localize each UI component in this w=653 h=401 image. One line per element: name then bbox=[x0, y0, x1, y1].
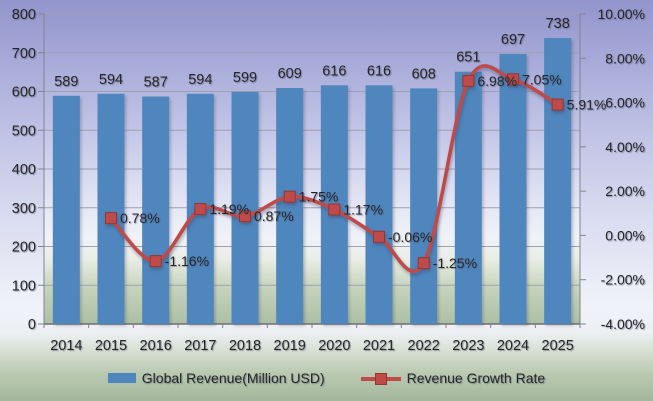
line-marker-2021 bbox=[373, 230, 385, 243]
bars-group bbox=[52, 38, 572, 325]
x-axis-category-label: 2023 bbox=[452, 338, 484, 354]
left-axis-tick-label: 300 bbox=[12, 201, 36, 217]
line-marker-2016 bbox=[149, 255, 162, 268]
bar-2024 bbox=[499, 53, 527, 324]
bar-value-label-2020: 616 bbox=[322, 63, 346, 79]
left-axis-tick-label: 800 bbox=[12, 7, 36, 23]
line-marker-2018 bbox=[239, 210, 251, 223]
legend: Global Revenue(Million USD) Revenue Grow… bbox=[0, 364, 653, 392]
line-marker-2015 bbox=[105, 212, 117, 225]
right-axis-tick-label: -4.00% bbox=[601, 316, 645, 332]
bar-2018 bbox=[231, 91, 259, 324]
bar-value-label-2025: 738 bbox=[546, 16, 570, 32]
x-axis-category-label: 2016 bbox=[140, 338, 172, 354]
bar-2014 bbox=[52, 95, 80, 324]
growth-rate-line bbox=[109, 64, 560, 273]
right-axis-tick-label: 0.00% bbox=[605, 227, 645, 243]
line-value-label-2023: 6.98% bbox=[477, 73, 517, 89]
x-axis-category-label: 2025 bbox=[542, 338, 574, 354]
legend-label-growth-rate: Revenue Growth Rate bbox=[406, 370, 546, 386]
line-marker-2019 bbox=[283, 190, 296, 203]
line-value-label-2021: -0.06% bbox=[388, 229, 432, 245]
bar-value-label-2016: 587 bbox=[144, 75, 168, 91]
legend-item-growth-rate: Revenue Growth Rate bbox=[360, 370, 546, 386]
line-value-label-2024: 7.05% bbox=[522, 71, 562, 87]
left-axis-tick-label: 600 bbox=[12, 85, 36, 101]
right-axis-tick-label: -2.00% bbox=[601, 272, 645, 288]
x-axis-category-label: 2019 bbox=[274, 338, 306, 354]
bar-2015 bbox=[97, 93, 125, 324]
line-marker-2024 bbox=[507, 73, 519, 86]
right-axis-tick-label: 8.00% bbox=[605, 50, 645, 66]
bar-2022 bbox=[410, 88, 438, 325]
line-marker-2022 bbox=[417, 257, 430, 270]
line-marker-2023 bbox=[462, 74, 475, 87]
bar-2016 bbox=[142, 96, 170, 324]
left-axis-tick-label: 200 bbox=[12, 240, 36, 256]
line-value-label-2015: 0.78% bbox=[120, 210, 160, 226]
x-axis-category-label: 2015 bbox=[95, 338, 127, 354]
legend-item-global-revenue: Global Revenue(Million USD) bbox=[107, 370, 325, 386]
growth-line-group bbox=[105, 64, 564, 273]
left-axis-tick-label: 100 bbox=[12, 278, 36, 294]
right-axis-tick-label: 6.00% bbox=[605, 95, 645, 111]
left-axis-tick-label: 500 bbox=[12, 123, 36, 139]
line-value-label-2020: 1.17% bbox=[343, 202, 383, 218]
left-axis-tick-label: 400 bbox=[12, 162, 36, 178]
left-axis-tick-label: 0 bbox=[28, 317, 36, 333]
bar-value-label-2023: 651 bbox=[456, 50, 480, 66]
line-value-label-2017: 1.19% bbox=[209, 201, 249, 217]
bar-value-label-2017: 594 bbox=[188, 72, 212, 88]
line-value-label-2025: 5.91% bbox=[567, 97, 607, 113]
line-value-label-2018: 0.87% bbox=[254, 208, 294, 224]
line-marker-2020 bbox=[328, 203, 341, 216]
line-value-label-2022: -1.25% bbox=[433, 255, 477, 271]
legend-line-marker-icon bbox=[360, 372, 401, 385]
bar-value-label-2015: 594 bbox=[99, 72, 123, 88]
bar-value-label-2024: 697 bbox=[501, 32, 525, 48]
legend-label-global-revenue: Global Revenue(Million USD) bbox=[141, 370, 325, 386]
bar-2019 bbox=[276, 88, 304, 324]
bar-value-label-2022: 608 bbox=[412, 66, 436, 82]
bar-value-label-2019: 609 bbox=[278, 66, 302, 82]
line-marker-2025 bbox=[551, 98, 564, 111]
bar-value-label-2021: 616 bbox=[367, 63, 391, 79]
line-marker-2017 bbox=[194, 203, 207, 216]
x-axis-category-label: 2020 bbox=[318, 338, 350, 354]
right-axis-tick-label: 4.00% bbox=[605, 139, 645, 155]
legend-bar-swatch-icon bbox=[107, 373, 136, 383]
bar-2021 bbox=[365, 85, 393, 324]
x-axis-category-label: 2024 bbox=[497, 338, 529, 354]
x-axis-category-label: 2018 bbox=[229, 338, 261, 354]
line-value-label-2016: -1.16% bbox=[165, 253, 209, 269]
right-axis-tick-label: 2.00% bbox=[605, 183, 645, 199]
right-axis-tick-label: 10.00% bbox=[598, 6, 645, 22]
line-value-label-2019: 1.75% bbox=[299, 189, 339, 205]
bar-2025 bbox=[544, 38, 572, 325]
bar-value-label-2014: 589 bbox=[54, 74, 78, 90]
bar-value-label-2018: 599 bbox=[233, 70, 257, 86]
x-axis-category-label: 2014 bbox=[50, 338, 82, 354]
x-axis-category-label: 2017 bbox=[184, 338, 216, 354]
x-axis-category-label: 2021 bbox=[363, 338, 395, 354]
left-axis-tick-label: 700 bbox=[12, 46, 36, 62]
x-axis-category-label: 2022 bbox=[408, 338, 440, 354]
